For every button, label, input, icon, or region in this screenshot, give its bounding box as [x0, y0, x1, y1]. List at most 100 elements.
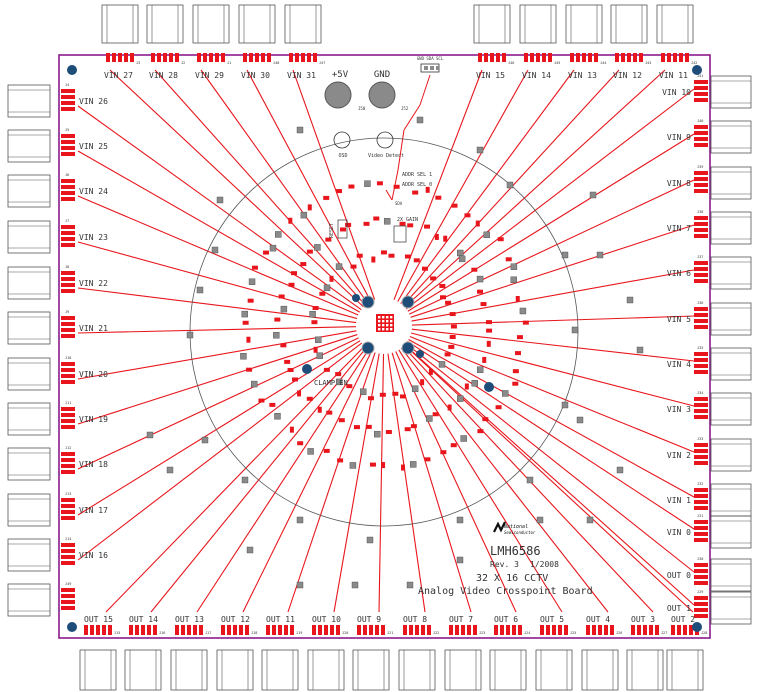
connector-label: VIN 18 [79, 460, 108, 469]
mounting-hole-icon [692, 65, 702, 75]
connector-pad [221, 625, 225, 635]
connector-pad [61, 271, 75, 275]
test-point-pad [476, 146, 484, 154]
bnc-connector-left [7, 493, 51, 527]
connector-ref: J7 [65, 219, 69, 223]
smd-capacitor [288, 217, 293, 224]
smd-resistor [323, 448, 330, 453]
ic-pad [382, 316, 385, 319]
connector-label: VIN 30 [241, 71, 270, 80]
bnc-connector-top [146, 4, 184, 44]
connector-pad [336, 625, 340, 635]
connector-pad [694, 352, 708, 356]
connector-ref: J41 [697, 74, 703, 78]
connector-pad [694, 222, 708, 226]
bnc-connector-right [710, 302, 752, 336]
signal-trace [77, 342, 363, 561]
bnc-connector-right [710, 120, 752, 154]
connector-pad [677, 625, 681, 635]
test-point-pad [502, 390, 509, 397]
connector-ref: J5 [65, 128, 69, 132]
connector-pad [633, 53, 637, 62]
connector-pad [61, 225, 75, 229]
bnc-connector-bottom [398, 649, 436, 691]
smd-resistor [514, 351, 521, 356]
connector-label: OUT 5 [540, 615, 564, 624]
connector-pad [496, 53, 500, 62]
ic-pad [382, 328, 385, 331]
test-point-pad [269, 244, 277, 252]
connector-pad [199, 625, 203, 635]
smd-resistor [449, 335, 456, 340]
signal-trace [410, 224, 695, 318]
test-point-pad [186, 331, 194, 339]
connector-label: OUT 9 [357, 615, 381, 624]
connector-pad [61, 555, 75, 559]
connector-pad [239, 625, 243, 635]
test-point-pad [483, 231, 490, 239]
test-point-pad [335, 263, 343, 270]
bnc-connector-top [519, 4, 557, 44]
connector-pad [324, 625, 328, 635]
connector-pad [694, 131, 708, 135]
connector-pad [203, 53, 207, 62]
smd-resistor [486, 328, 493, 333]
connector-ref: J21 [387, 631, 393, 635]
connector-pad [61, 243, 75, 247]
ic-pad [390, 316, 393, 319]
ic-via-icon [401, 341, 415, 355]
connector-ref: J18 [251, 631, 257, 635]
connector-label: VIN 26 [79, 97, 108, 106]
connector-label: VIN 8 [667, 179, 691, 188]
ic-pad [378, 324, 381, 327]
test-point-pad [273, 332, 280, 339]
connector-pad [261, 53, 265, 62]
connector-label: VIN 31 [287, 71, 316, 80]
connector-label: VIN 25 [79, 142, 108, 151]
test-point-pad [309, 310, 316, 318]
connector-pad [61, 179, 75, 183]
test-point-pad [510, 263, 518, 270]
connector-label: VIN 28 [149, 71, 178, 80]
test-point-pad [315, 336, 322, 344]
bnc-connector-left [7, 357, 51, 391]
smd-resistor [348, 184, 355, 189]
connector-pad [61, 594, 75, 598]
signal-trace [409, 336, 695, 453]
connector-pad [542, 53, 546, 62]
gnd-terminal [368, 81, 396, 109]
connector-pad [84, 625, 88, 635]
signal-trace [242, 350, 373, 613]
ic-pad [386, 324, 389, 327]
connector-pad [61, 606, 75, 610]
connector-ref: J38 [697, 210, 703, 214]
connector-pad [266, 625, 270, 635]
connector-pad [694, 370, 708, 374]
connector-pad [576, 53, 580, 62]
signal-trace [246, 69, 372, 302]
smd-resistor [373, 216, 380, 221]
connector-pad [61, 334, 75, 338]
connector-pad [694, 409, 708, 413]
gnd-sda-scl-label: GND SDA SCL [417, 56, 444, 61]
test-point-pad [248, 278, 256, 285]
smd-resistor [440, 450, 447, 455]
connector-pad [694, 358, 708, 362]
test-point-pad [280, 305, 288, 313]
connector-ref: J31 [697, 514, 703, 518]
signal-trace [411, 328, 695, 362]
connector-label: VIN 6 [667, 269, 691, 278]
smd-resistor [516, 335, 523, 340]
connector-pad [639, 53, 643, 62]
connector-pad [61, 458, 75, 462]
test-point-pad [166, 466, 174, 474]
ic-pad [386, 320, 389, 323]
connector-pad [295, 53, 299, 62]
bnc-connector-top [238, 4, 276, 44]
connector-pad [61, 374, 75, 378]
smd-capacitor [443, 235, 448, 242]
test-point-pad [216, 196, 224, 204]
test-point-pad [411, 385, 419, 392]
smd-resistor [482, 417, 489, 422]
connector-pad [679, 53, 683, 62]
